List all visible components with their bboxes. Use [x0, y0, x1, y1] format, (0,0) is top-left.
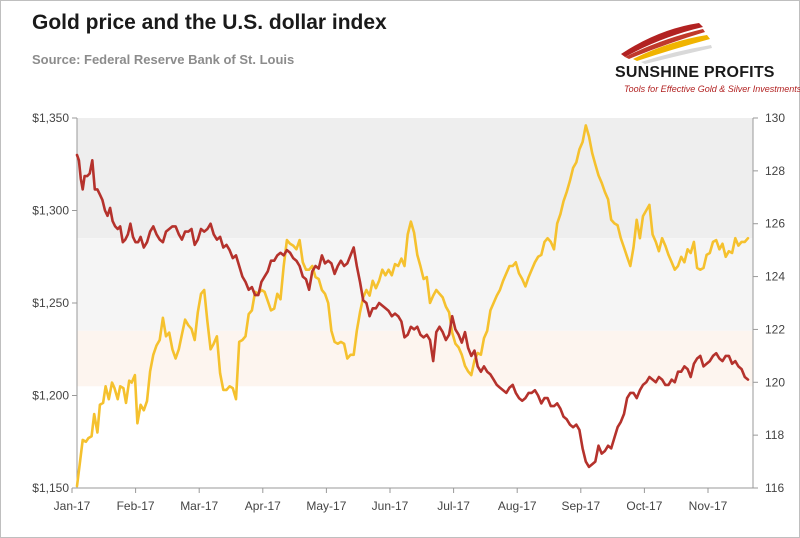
- dollar-index-line: [75, 153, 750, 469]
- series-layer: [75, 124, 750, 488]
- background-band-0: [77, 118, 753, 239]
- y-right-tick-label: 120: [765, 375, 785, 389]
- y-left-tick-label: $1,300: [32, 204, 69, 218]
- logo-grey-ray: [641, 45, 712, 64]
- chart-source: Source: Federal Reserve Bank of St. Loui…: [32, 52, 295, 67]
- x-tick-label: Aug-17: [498, 499, 537, 513]
- logo-tagline: Tools for Effective Gold & Silver Invest…: [624, 84, 800, 94]
- y-right-tick-label: 116: [765, 481, 784, 495]
- x-tick-label: Jan-17: [54, 499, 91, 513]
- x-tick-label: Apr-17: [245, 499, 281, 513]
- sunshine-profits-logo: [621, 23, 712, 64]
- x-tick-label: Oct-17: [626, 499, 662, 513]
- y-left-tick-label: $1,350: [32, 111, 69, 125]
- background-bands: [77, 118, 753, 387]
- chart-axes: $1,150 $1,200 $1,250 $1,300 $1,350 116 118 120 1…: [32, 111, 785, 513]
- x-tick-label: Sep-17: [561, 499, 600, 513]
- y-right-tick-label: 126: [765, 217, 785, 231]
- x-tick-label: Nov-17: [689, 499, 728, 513]
- background-band-2: [77, 330, 753, 387]
- y-right-tick-label: 124: [765, 270, 785, 284]
- y-right-tick-label: 130: [765, 111, 785, 125]
- background-band-1: [77, 238, 753, 331]
- logo-red-ray-2: [625, 29, 705, 59]
- x-tick-label: Mar-17: [180, 499, 218, 513]
- logo-red-ray: [621, 23, 703, 57]
- y-right-tick-label: 128: [765, 164, 785, 178]
- x-tick-label: Jul-17: [437, 499, 470, 513]
- x-tick-label: Feb-17: [117, 499, 155, 513]
- y-left-tick-label: $1,150: [32, 481, 69, 495]
- x-tick-label: Jun-17: [372, 499, 409, 513]
- logo-name: SUNSHINE PROFITS: [615, 64, 775, 81]
- logo-gold-ray: [633, 35, 710, 61]
- y-right-tick-label: 122: [765, 322, 785, 336]
- x-tick-label: May-17: [306, 499, 346, 513]
- y-left-tick-label: $1,200: [32, 389, 69, 403]
- y-right-tick-label: 118: [765, 428, 784, 442]
- chart-title: Gold price and the U.S. dollar index: [32, 11, 387, 34]
- y-left-tick-label: $1,250: [32, 296, 69, 310]
- gold-price-line: [75, 124, 750, 488]
